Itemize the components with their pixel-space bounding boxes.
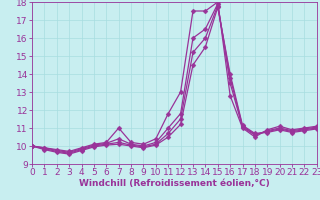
X-axis label: Windchill (Refroidissement éolien,°C): Windchill (Refroidissement éolien,°C) — [79, 179, 270, 188]
